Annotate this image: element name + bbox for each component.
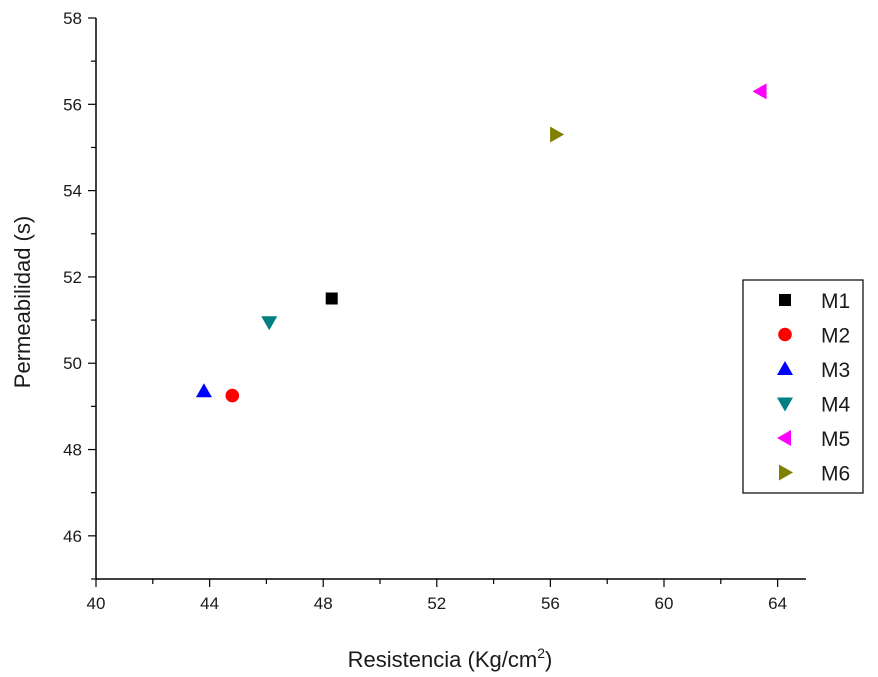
x-tick-label: 48 <box>314 594 333 613</box>
y-axis-title: Permeabilidad (s) <box>10 216 35 388</box>
x-tick-label: 52 <box>427 594 446 613</box>
y-tick-label: 46 <box>63 527 82 546</box>
legend-marker-m2 <box>778 327 792 342</box>
legend-marker-m4 <box>777 397 793 412</box>
x-tick-label: 56 <box>541 594 560 613</box>
x-tick-label: 60 <box>655 594 674 613</box>
y-tick-label: 54 <box>63 182 82 201</box>
legend-label-m2: M2 <box>821 325 850 348</box>
legend-label-m4: M4 <box>821 394 850 417</box>
y-tick-label: 48 <box>63 441 82 460</box>
legend-marker-m6 <box>779 464 793 481</box>
y-tick-label: 50 <box>63 354 82 373</box>
legend-marker-m1 <box>779 294 791 306</box>
legend-label-m6: M6 <box>821 463 850 486</box>
x-axis-title-superscript: 2 <box>537 645 545 661</box>
data-point-m5 <box>752 83 767 100</box>
x-axis-title-suffix: ) <box>545 647 552 672</box>
data-point-m2 <box>225 388 240 403</box>
legend-label-m5: M5 <box>821 428 850 451</box>
data-point-m4 <box>261 316 278 331</box>
x-axis-title: Resistencia (Kg/cm2) <box>348 645 553 672</box>
y-tick-label: 56 <box>63 95 82 114</box>
data-point-m3 <box>195 383 212 398</box>
legend-marker-m3 <box>777 361 793 375</box>
legend: M1 M2 M3 M4 M5 M6 <box>742 279 864 494</box>
data-point-m6 <box>550 126 565 143</box>
y-tick-label: 52 <box>63 268 82 287</box>
legend-marker-m5 <box>777 430 791 446</box>
legend-label-m1: M1 <box>821 290 850 313</box>
x-tick-label: 40 <box>87 594 106 613</box>
axes: 40 44 48 52 56 60 64 46 48 50 52 54 56 58 <box>63 9 806 613</box>
legend-label-m3: M3 <box>821 359 850 382</box>
x-tick-label: 44 <box>200 594 219 613</box>
data-points <box>195 83 767 403</box>
data-point-m1 <box>325 292 338 305</box>
x-tick-label: 64 <box>768 594 787 613</box>
legend-box <box>742 279 864 494</box>
x-axis-title-main: Resistencia (Kg/cm <box>348 647 538 672</box>
y-tick-label: 58 <box>63 9 82 28</box>
